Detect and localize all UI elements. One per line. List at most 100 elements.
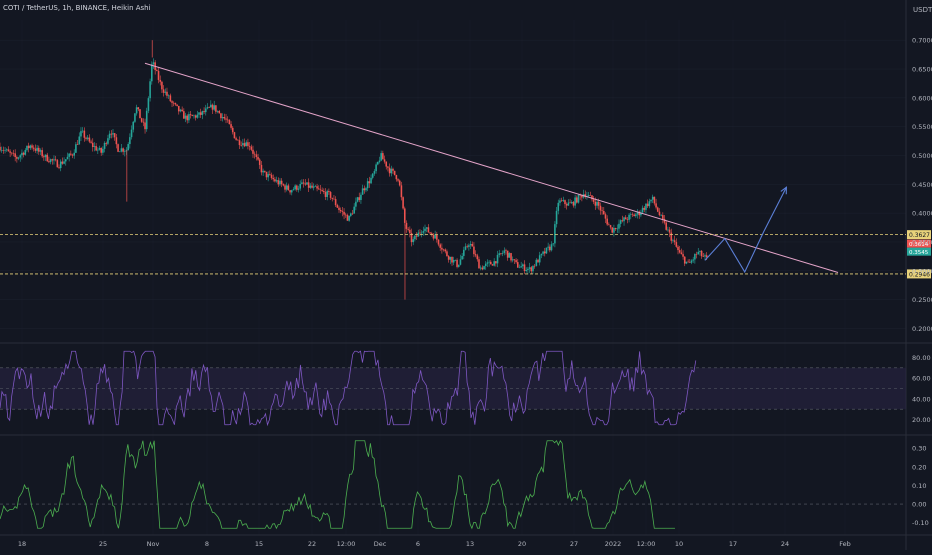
candle-body: [704, 255, 706, 257]
candle-body: [402, 197, 404, 209]
candle-body: [115, 137, 118, 145]
candle-body: [304, 183, 307, 185]
candle-body: [277, 180, 280, 185]
candle-body: [368, 181, 371, 184]
candle-body: [581, 195, 583, 198]
candle-body: [547, 246, 549, 248]
candle-body: [631, 214, 634, 216]
candle-body: [403, 208, 406, 223]
candle-body: [237, 139, 239, 141]
candle-body: [132, 121, 135, 130]
candle-body: [543, 251, 546, 254]
candle-body: [646, 203, 649, 207]
candle-body: [334, 199, 337, 206]
candle-body: [184, 115, 187, 119]
candle-body: [363, 188, 366, 191]
candle-body: [533, 265, 536, 267]
time-tick-label: Dec: [374, 540, 387, 548]
candle-body: [463, 249, 465, 256]
candle-body: [257, 157, 259, 160]
candle-body: [437, 239, 440, 245]
time-tick-label: Nov: [147, 540, 160, 548]
candle-body: [479, 267, 482, 269]
candle-body: [159, 79, 162, 82]
candle-body: [98, 147, 101, 150]
candle-body: [14, 153, 16, 158]
candle-body: [73, 152, 76, 156]
candle-body: [336, 205, 339, 208]
candle-body: [447, 256, 450, 260]
candle-body: [532, 265, 534, 272]
candle-body: [484, 263, 487, 267]
candle-body: [316, 186, 318, 189]
time-tick-label: 22: [308, 540, 316, 548]
candle-body: [360, 194, 362, 200]
candle-body: [466, 246, 468, 248]
candle-body: [218, 111, 221, 114]
candle-body: [365, 188, 367, 191]
candle-body: [608, 224, 610, 226]
candle-body: [682, 254, 684, 257]
candle-body: [442, 249, 445, 251]
candle-body: [235, 138, 237, 140]
candle-body: [510, 253, 512, 261]
candle-body: [690, 260, 693, 263]
candle-body: [385, 161, 388, 167]
candle-body: [270, 174, 273, 178]
candle-body: [594, 201, 597, 206]
candle-body: [609, 225, 612, 228]
candle-body: [486, 262, 489, 264]
candle-body: [210, 104, 212, 108]
candle-body: [525, 270, 528, 272]
candle-body: [643, 207, 646, 210]
candle-body: [228, 119, 231, 125]
candle-body: [194, 115, 197, 118]
time-tick-label: Feb: [839, 540, 851, 548]
candle-body: [12, 153, 15, 154]
candle-body: [140, 118, 143, 122]
candle-body: [122, 148, 124, 152]
candle-body: [91, 142, 94, 147]
candle-body: [5, 149, 8, 151]
candle-body: [83, 130, 86, 138]
candle-body: [623, 217, 625, 222]
candle-body: [576, 197, 578, 203]
candle-body: [225, 118, 227, 120]
candle-body: [572, 202, 575, 206]
candle-body: [118, 151, 121, 153]
level-tag-label: 0.3627: [909, 232, 930, 239]
candle-body: [240, 145, 242, 146]
candle-body: [328, 191, 330, 193]
indicator-bands: [0, 367, 906, 410]
candle-body: [673, 240, 676, 243]
candle-body: [167, 95, 170, 97]
candle-body: [78, 136, 81, 145]
candle-body: [215, 105, 217, 112]
candle-body: [242, 143, 244, 146]
candle-body: [43, 156, 45, 158]
candle-body: [314, 186, 317, 187]
candle-body: [301, 182, 303, 184]
time-tick-label: 17: [729, 540, 737, 548]
candle-body: [481, 267, 484, 270]
price-tick-label: 0.2000: [912, 325, 932, 333]
candle-body: [172, 102, 175, 104]
candle-body: [296, 185, 298, 190]
candle-body: [287, 185, 290, 191]
candle-body: [528, 267, 531, 269]
candle-body: [134, 113, 136, 122]
candle-body: [61, 161, 64, 164]
candle-body: [361, 188, 364, 195]
candle-body: [376, 161, 379, 165]
candle-body: [191, 115, 194, 116]
candle-body: [130, 129, 133, 138]
candle-body: [183, 111, 185, 119]
candle-body: [677, 246, 679, 251]
candle-body: [577, 194, 580, 203]
candle-body: [324, 192, 327, 197]
candle-body: [545, 247, 548, 254]
